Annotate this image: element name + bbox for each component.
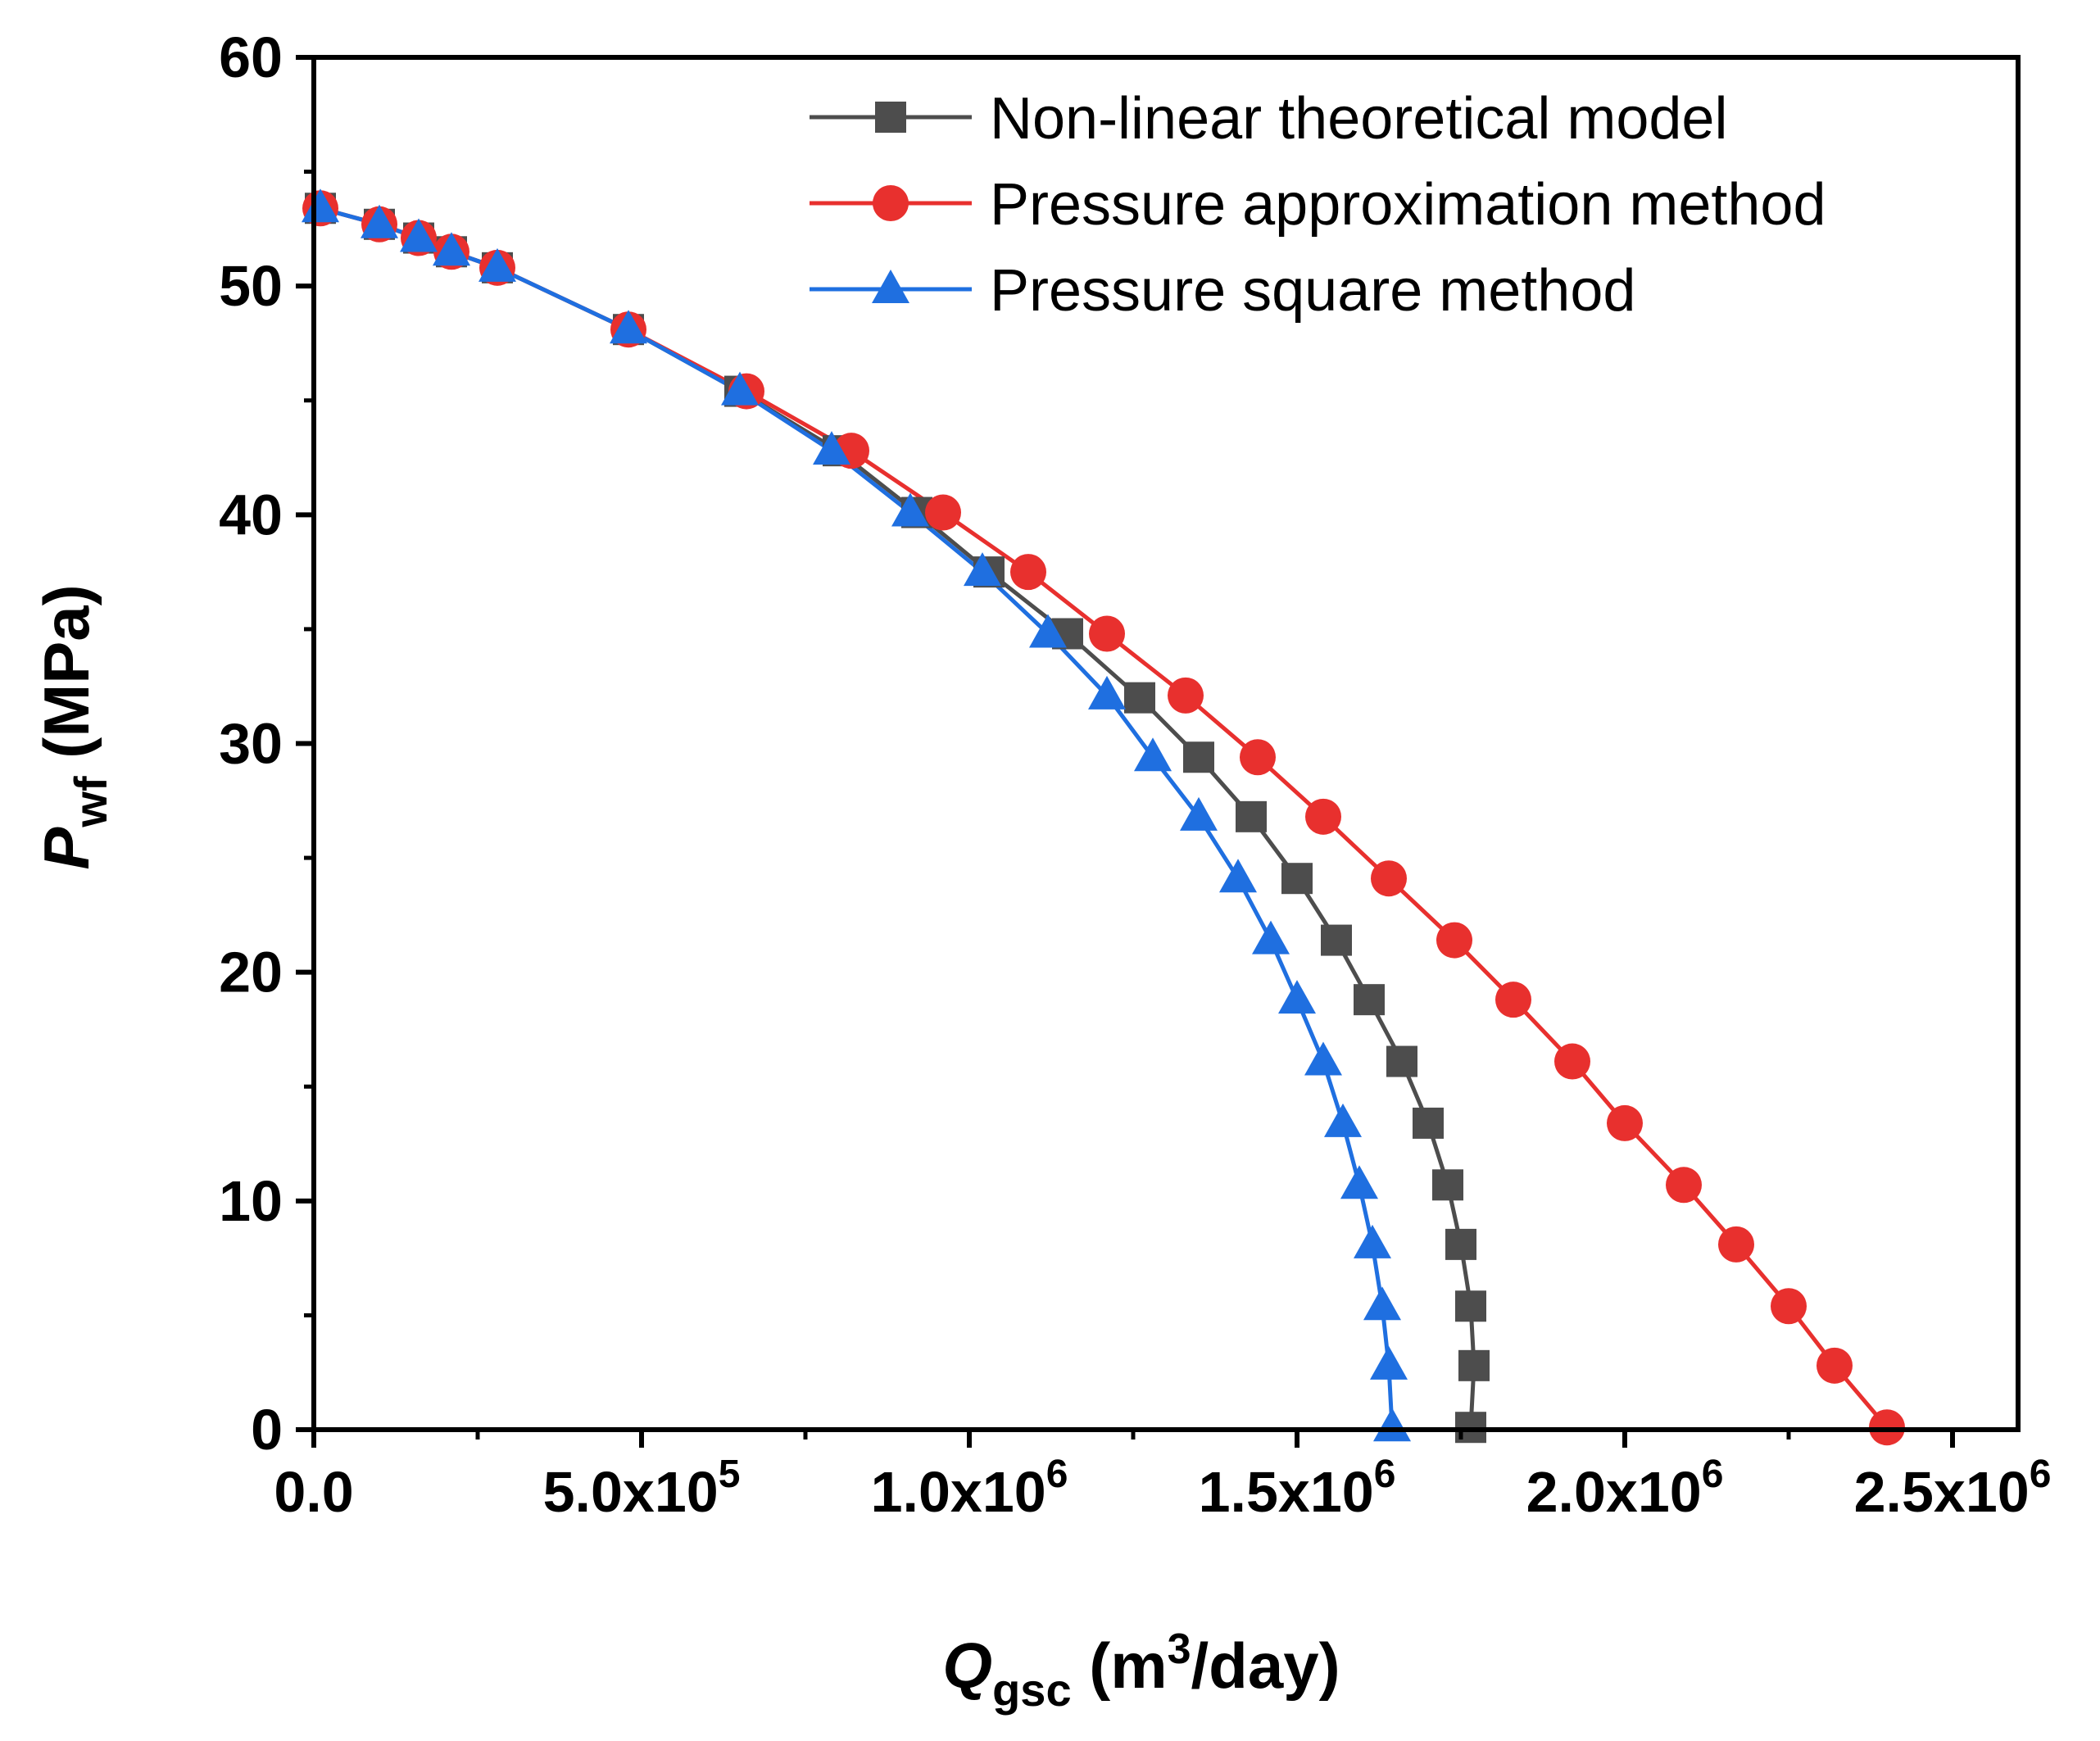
y-axis-title: Pwf (MPa) xyxy=(30,584,116,869)
series-2-point-13 xyxy=(1180,796,1218,831)
legend: Non-linear theoretical model Pressure app… xyxy=(810,86,1826,324)
series-1-point-19 xyxy=(1666,1167,1702,1204)
series-1-point-8 xyxy=(925,494,961,531)
series-1-point-20 xyxy=(1718,1226,1754,1263)
series-2-point-12 xyxy=(1134,737,1172,772)
y-tick-label-4: 40 xyxy=(219,483,283,546)
series-0-point-18 xyxy=(1413,1107,1444,1139)
x-tick-label-2: 1.0x106 xyxy=(871,1453,1068,1524)
series-2-point-15 xyxy=(1252,920,1290,954)
legend-label-1: Pressure approximation method xyxy=(990,172,1826,238)
y-tick-label-1: 10 xyxy=(219,1169,283,1233)
series-2-point-3 xyxy=(433,232,470,266)
legend-label-0: Non-linear theoretical model xyxy=(990,86,1727,152)
series-2-point-18 xyxy=(1324,1103,1362,1137)
series-1-point-18 xyxy=(1607,1104,1643,1141)
series-0-point-15 xyxy=(1321,924,1352,956)
series-0-point-21 xyxy=(1455,1290,1486,1322)
series-2-point-17 xyxy=(1304,1041,1342,1076)
axes: 0.0 5.0x105 1.0x106 1.5x106 2.0x106 2.5x106 0 1… xyxy=(30,25,2051,1716)
legend-label-2: Pressure square method xyxy=(990,258,1635,324)
series-2-point-11 xyxy=(1088,675,1126,710)
series-2-point-0 xyxy=(302,188,339,223)
series-1-point-11 xyxy=(1168,677,1204,714)
series-2-point-8 xyxy=(891,492,929,527)
series-1-point-15 xyxy=(1436,922,1472,959)
x-tick-label-5: 2.5x106 xyxy=(1854,1453,2052,1524)
series-1-point-9 xyxy=(1010,554,1046,591)
series-0-point-11 xyxy=(1124,682,1155,714)
y-tick-label-5: 50 xyxy=(219,254,283,318)
series-1-point-17 xyxy=(1554,1043,1590,1080)
x-tick-label-1: 5.0x105 xyxy=(543,1453,741,1524)
series-2-point-7 xyxy=(813,431,850,465)
series-1-point-21 xyxy=(1771,1288,1807,1325)
series-1-point-22 xyxy=(1817,1347,1853,1384)
series-0-point-13 xyxy=(1236,800,1267,832)
y-tick-label-2: 20 xyxy=(219,941,283,1004)
series-1-point-16 xyxy=(1495,982,1531,1018)
series-line-0 xyxy=(320,206,1476,1428)
series-0-point-19 xyxy=(1432,1169,1463,1201)
x-tick-label-0: 0.0 xyxy=(274,1460,353,1524)
legend-marker-2 xyxy=(872,270,909,303)
x-tick-label-3: 1.5x106 xyxy=(1199,1453,1396,1524)
x-axis-title: Qgsc (m3/day) xyxy=(942,1625,1340,1716)
legend-marker-0 xyxy=(875,102,906,133)
series-0-point-17 xyxy=(1386,1045,1417,1077)
series-2-point-21 xyxy=(1363,1286,1401,1321)
series-2-point-10 xyxy=(1029,614,1067,648)
series-2-point-6 xyxy=(721,371,759,406)
series-2-point-20 xyxy=(1354,1224,1391,1258)
series-0-point-14 xyxy=(1281,863,1313,895)
y-tick-label-0: 0 xyxy=(251,1398,283,1462)
series-2-point-22 xyxy=(1370,1345,1408,1380)
series-2-point-1 xyxy=(361,204,398,238)
series-1-point-12 xyxy=(1240,739,1276,776)
series-2-point-2 xyxy=(400,218,438,252)
series-0-point-12 xyxy=(1183,741,1214,773)
series-2-point-23 xyxy=(1373,1408,1411,1442)
series-0-point-20 xyxy=(1445,1228,1476,1260)
series-2-point-9 xyxy=(964,552,1001,587)
plot-area xyxy=(302,188,1905,1446)
series-1-point-13 xyxy=(1305,798,1341,835)
series-0-point-16 xyxy=(1354,984,1385,1016)
series-2-point-5 xyxy=(610,310,647,344)
x-tick-label-4: 2.0x106 xyxy=(1526,1453,1724,1524)
series-2-point-14 xyxy=(1219,859,1257,893)
series-line-1 xyxy=(320,206,1889,1429)
y-tick-label-6: 60 xyxy=(219,25,283,89)
legend-marker-1 xyxy=(873,185,909,221)
series-2-point-19 xyxy=(1340,1165,1378,1199)
series-2-point-4 xyxy=(479,247,516,282)
series-0-point-22 xyxy=(1458,1349,1490,1381)
series-2-point-16 xyxy=(1278,980,1316,1014)
y-tick-label-3: 30 xyxy=(219,712,283,776)
series-1-point-10 xyxy=(1089,615,1125,652)
series-line-2 xyxy=(320,206,1395,1428)
series-1-point-14 xyxy=(1371,860,1407,897)
